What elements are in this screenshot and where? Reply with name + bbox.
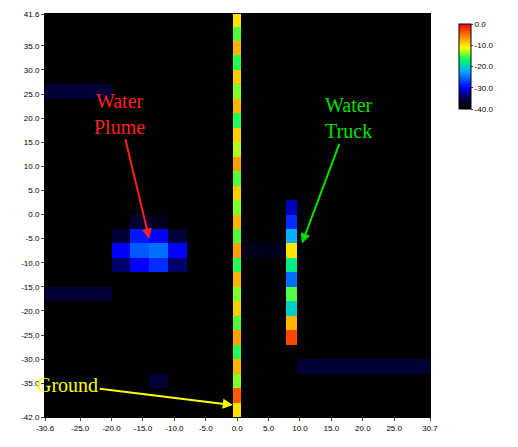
svg-text:20.0: 20.0 bbox=[355, 424, 371, 433]
svg-text:-10.0: -10.0 bbox=[475, 41, 494, 50]
svg-text:-20.0: -20.0 bbox=[475, 62, 494, 71]
svg-text:-25.0: -25.0 bbox=[71, 424, 90, 433]
svg-text:-15.0: -15.0 bbox=[21, 283, 40, 292]
svg-text:25.0: 25.0 bbox=[24, 90, 40, 99]
svg-text:-35.0: -35.0 bbox=[21, 379, 40, 388]
svg-text:WaterPlume: WaterPlume bbox=[94, 90, 145, 138]
svg-text:25.0: 25.0 bbox=[386, 424, 402, 433]
svg-text:5.0: 5.0 bbox=[28, 186, 40, 195]
svg-text:-10.0: -10.0 bbox=[165, 424, 184, 433]
svg-text:-20.0: -20.0 bbox=[102, 424, 121, 433]
svg-text:30.0: 30.0 bbox=[24, 66, 40, 75]
svg-text:-30.0: -30.0 bbox=[475, 84, 494, 93]
svg-text:-5.0: -5.0 bbox=[26, 234, 40, 243]
svg-text:-5.0: -5.0 bbox=[199, 424, 213, 433]
svg-text:0.0: 0.0 bbox=[28, 210, 40, 219]
svg-text:35.0: 35.0 bbox=[24, 42, 40, 51]
svg-text:30.7: 30.7 bbox=[422, 424, 438, 433]
svg-text:15.0: 15.0 bbox=[24, 138, 40, 147]
svg-text:-30.6: -30.6 bbox=[36, 424, 55, 433]
svg-text:-15.0: -15.0 bbox=[134, 424, 153, 433]
svg-text:10.0: 10.0 bbox=[24, 162, 40, 171]
svg-text:15.0: 15.0 bbox=[324, 424, 340, 433]
svg-text:-30.0: -30.0 bbox=[21, 355, 40, 364]
svg-text:20.0: 20.0 bbox=[24, 114, 40, 123]
svg-text:WaterTruck: WaterTruck bbox=[325, 94, 373, 142]
svg-text:-25.0: -25.0 bbox=[21, 331, 40, 340]
svg-text:5.0: 5.0 bbox=[263, 424, 275, 433]
svg-text:-40.0: -40.0 bbox=[475, 105, 494, 114]
svg-text:Ground: Ground bbox=[37, 374, 98, 396]
svg-text:-42.0: -42.0 bbox=[21, 413, 40, 422]
svg-text:-10.0: -10.0 bbox=[21, 259, 40, 268]
svg-text:0.0: 0.0 bbox=[475, 20, 487, 29]
svg-text:0.0: 0.0 bbox=[232, 424, 244, 433]
svg-text:-20.0: -20.0 bbox=[21, 307, 40, 316]
svg-text:41.6: 41.6 bbox=[24, 10, 40, 19]
svg-text:10.0: 10.0 bbox=[292, 424, 308, 433]
